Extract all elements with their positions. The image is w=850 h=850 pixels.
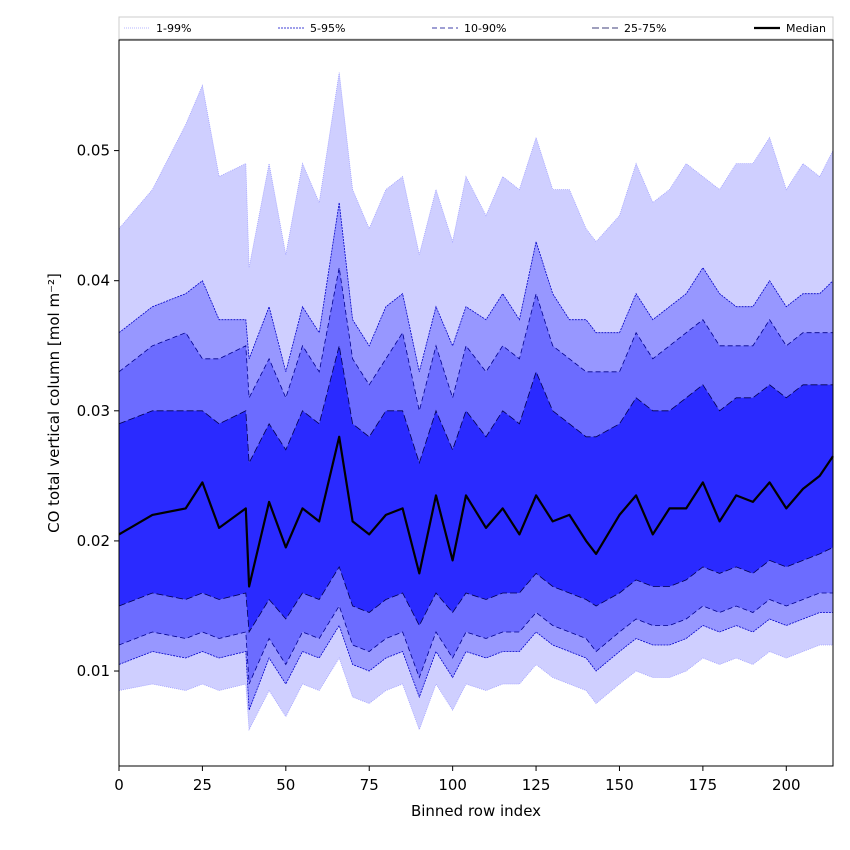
y-axis-ticks: 0.01 0.02 0.03 0.04 0.05 xyxy=(77,142,119,680)
legend-label-10-90%: 10-90% xyxy=(464,22,506,35)
y-axis-title: CO total vertical column [mol m⁻²] xyxy=(45,273,63,533)
legend-label-5-95%: 5-95% xyxy=(310,22,345,35)
y-tick-label: 0.05 xyxy=(77,142,110,160)
x-axis-ticks: 0 25 50 75 100 125 150 175 200 xyxy=(114,766,801,794)
legend: 1-99% 5-95% 10-90% 25-75% Median xyxy=(118,16,834,40)
legend-label-1-99%: 1-99% xyxy=(156,22,191,35)
band-lower-edge-10-90% xyxy=(118,592,833,685)
legend-box xyxy=(118,16,834,40)
x-tick-label: 125 xyxy=(522,776,551,794)
y-tick-label: 0.03 xyxy=(77,402,110,420)
y-tick-label: 0.01 xyxy=(77,662,110,680)
median-line xyxy=(118,435,834,588)
band-lower-edge-25-75% xyxy=(118,547,834,634)
x-tick-label: 0 xyxy=(114,776,124,794)
x-tick-label: 100 xyxy=(438,776,467,794)
percentile-bands xyxy=(118,72,834,732)
x-tick-label: 150 xyxy=(605,776,634,794)
band-upper-edge-1-99% xyxy=(118,72,834,268)
band-upper-edge-25-75% xyxy=(118,345,833,465)
band-upper-edge-10-90% xyxy=(118,267,833,411)
x-tick-label: 175 xyxy=(689,776,718,794)
legend-label-25-75%: 25-75% xyxy=(624,22,666,35)
band-lower-edge-1-99% xyxy=(118,644,833,732)
legend-label-Median: Median xyxy=(786,22,826,35)
band-fill-25-75% xyxy=(119,345,833,632)
y-tick-label: 0.02 xyxy=(77,532,110,550)
median-series xyxy=(118,435,834,588)
x-axis-title: Binned row index xyxy=(411,802,541,820)
y-tick-label: 0.04 xyxy=(77,272,110,290)
x-tick-label: 200 xyxy=(772,776,801,794)
x-tick-label: 50 xyxy=(276,776,295,794)
band-lower-edge-5-95% xyxy=(118,612,833,711)
x-tick-label: 75 xyxy=(360,776,379,794)
x-tick-label: 25 xyxy=(193,776,212,794)
plot-frame xyxy=(118,39,834,767)
band-upper-edge-5-95% xyxy=(118,202,834,372)
